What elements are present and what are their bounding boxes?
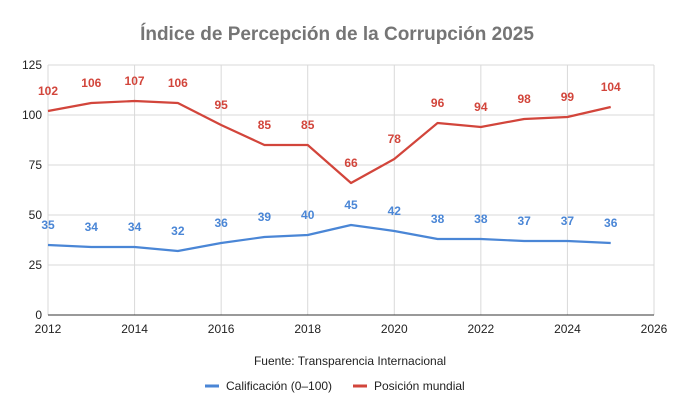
data-label: 95 xyxy=(214,98,228,112)
x-tick-label: 2024 xyxy=(554,322,581,336)
data-label: 40 xyxy=(301,208,315,222)
y-tick-label: 100 xyxy=(22,108,42,122)
y-tick-label: 25 xyxy=(29,258,43,272)
x-tick-label: 2018 xyxy=(294,322,321,336)
legend: Calificación (0–100) Posición mundial xyxy=(205,379,465,393)
data-label: 102 xyxy=(38,84,58,98)
y-tick-label: 125 xyxy=(22,58,42,72)
y-tick-label: 75 xyxy=(29,158,43,172)
x-tick-label: 2022 xyxy=(468,322,495,336)
data-label: 85 xyxy=(301,118,315,132)
x-tick-label: 2014 xyxy=(121,322,148,336)
data-label: 78 xyxy=(388,132,402,146)
data-label: 66 xyxy=(344,156,358,170)
data-label: 42 xyxy=(388,204,402,218)
legend-label-1: Posición mundial xyxy=(374,379,465,393)
data-label: 39 xyxy=(258,210,272,224)
data-label: 85 xyxy=(258,118,272,132)
legend-label-0: Calificación (0–100) xyxy=(226,379,332,393)
data-label: 104 xyxy=(601,80,621,94)
data-label: 45 xyxy=(344,198,358,212)
gridlines xyxy=(47,64,655,315)
series-line-0 xyxy=(47,223,611,253)
data-label: 106 xyxy=(81,76,101,90)
data-label: 36 xyxy=(214,216,228,230)
data-label: 37 xyxy=(517,214,531,228)
data-label: 96 xyxy=(431,96,445,110)
data-label: 32 xyxy=(171,224,185,238)
series-line-1 xyxy=(47,99,611,185)
data-label: 99 xyxy=(561,90,575,104)
x-tick-label: 2026 xyxy=(641,322,668,336)
chart-title: Índice de Percepción de la Corrupción 20… xyxy=(140,23,534,45)
data-label: 94 xyxy=(474,100,488,114)
data-label: 34 xyxy=(85,220,99,234)
x-tick-label: 2020 xyxy=(381,322,408,336)
x-axis-label: Fuente: Transparencia Internacional xyxy=(254,354,446,368)
y-tick-label: 50 xyxy=(29,208,43,222)
axes: 0 25 50 75 100 125 2012 2014 2016 2018 2020 2022 202… xyxy=(22,58,668,336)
data-label: 35 xyxy=(41,218,55,232)
data-label: 37 xyxy=(561,214,575,228)
series-lines xyxy=(47,99,611,253)
data-label: 34 xyxy=(128,220,142,234)
x-tick-label: 2012 xyxy=(35,322,62,336)
data-labels: 35 34 34 32 36 39 40 45 42 38 38 37 37 36 102 106 107 106… xyxy=(38,74,621,238)
x-tick-label: 2016 xyxy=(208,322,235,336)
data-label: 38 xyxy=(474,212,488,226)
data-label: 106 xyxy=(168,76,188,90)
data-label: 107 xyxy=(125,74,145,88)
data-label: 38 xyxy=(431,212,445,226)
y-tick-label: 0 xyxy=(35,308,42,322)
data-label: 98 xyxy=(517,92,531,106)
data-label: 36 xyxy=(604,216,618,230)
